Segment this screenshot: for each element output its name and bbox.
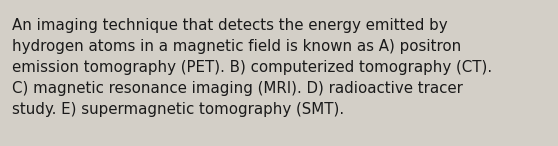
- Text: An imaging technique that detects the energy emitted by
hydrogen atoms in a magn: An imaging technique that detects the en…: [12, 18, 492, 117]
